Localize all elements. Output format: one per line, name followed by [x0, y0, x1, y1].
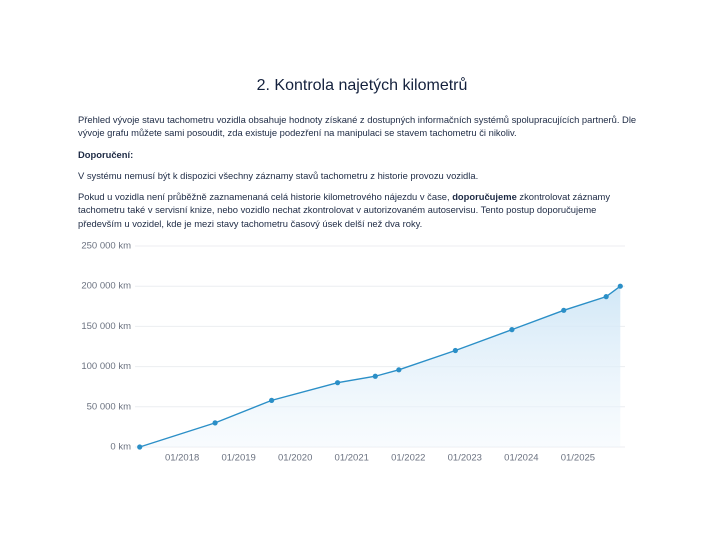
x-tick-label: 01/2024 [504, 453, 538, 464]
data-point [617, 283, 623, 289]
data-point [269, 397, 275, 403]
area [139, 286, 621, 447]
y-tick-label: 250 000 km [81, 241, 131, 252]
data-point [509, 327, 515, 333]
data-point [452, 347, 458, 354]
note-paragraph: V systému nemusí být k dispozici všechny… [78, 170, 479, 181]
section-title: 2. Kontrola najetých kilometrů [256, 77, 468, 94]
data-point [372, 373, 378, 379]
x-tick-label: 01/2022 [391, 453, 425, 464]
advice-text: zkontrolovat záznamy tachometru také v s… [78, 191, 611, 229]
y-tick-label: 150 000 km [81, 321, 131, 332]
data-point [396, 367, 402, 373]
recommendation-heading: Doporučení: [78, 149, 134, 160]
x-tick-label: 01/2023 [448, 453, 482, 464]
data-point [603, 294, 609, 300]
x-tick-label: 01/2020 [278, 453, 312, 464]
advice-text: Pokud u vozidla není průběžně zaznamenan… [78, 191, 453, 202]
y-tick-label: 50 000 km [87, 401, 131, 412]
data-point [561, 307, 567, 313]
y-tick-label: 200 000 km [81, 281, 131, 292]
intro-paragraph: Přehled vývoje stavu tachometru vozidla … [78, 114, 637, 139]
x-tick-label: 01/2019 [221, 453, 255, 464]
y-tick-label: 0 km [110, 442, 131, 453]
advice-bold: doporučujeme [452, 191, 517, 202]
x-tick-label: 01/2025 [561, 453, 595, 464]
data-point [334, 380, 341, 386]
data-point [212, 420, 218, 426]
y-tick-label: 100 000 km [81, 361, 131, 372]
x-tick-label: 01/2021 [335, 453, 369, 464]
advice-paragraph: Pokud u vozidla není průběžně zaznamenan… [78, 190, 640, 230]
data-point [137, 444, 143, 450]
x-tick-label: 01/2018 [165, 453, 199, 464]
